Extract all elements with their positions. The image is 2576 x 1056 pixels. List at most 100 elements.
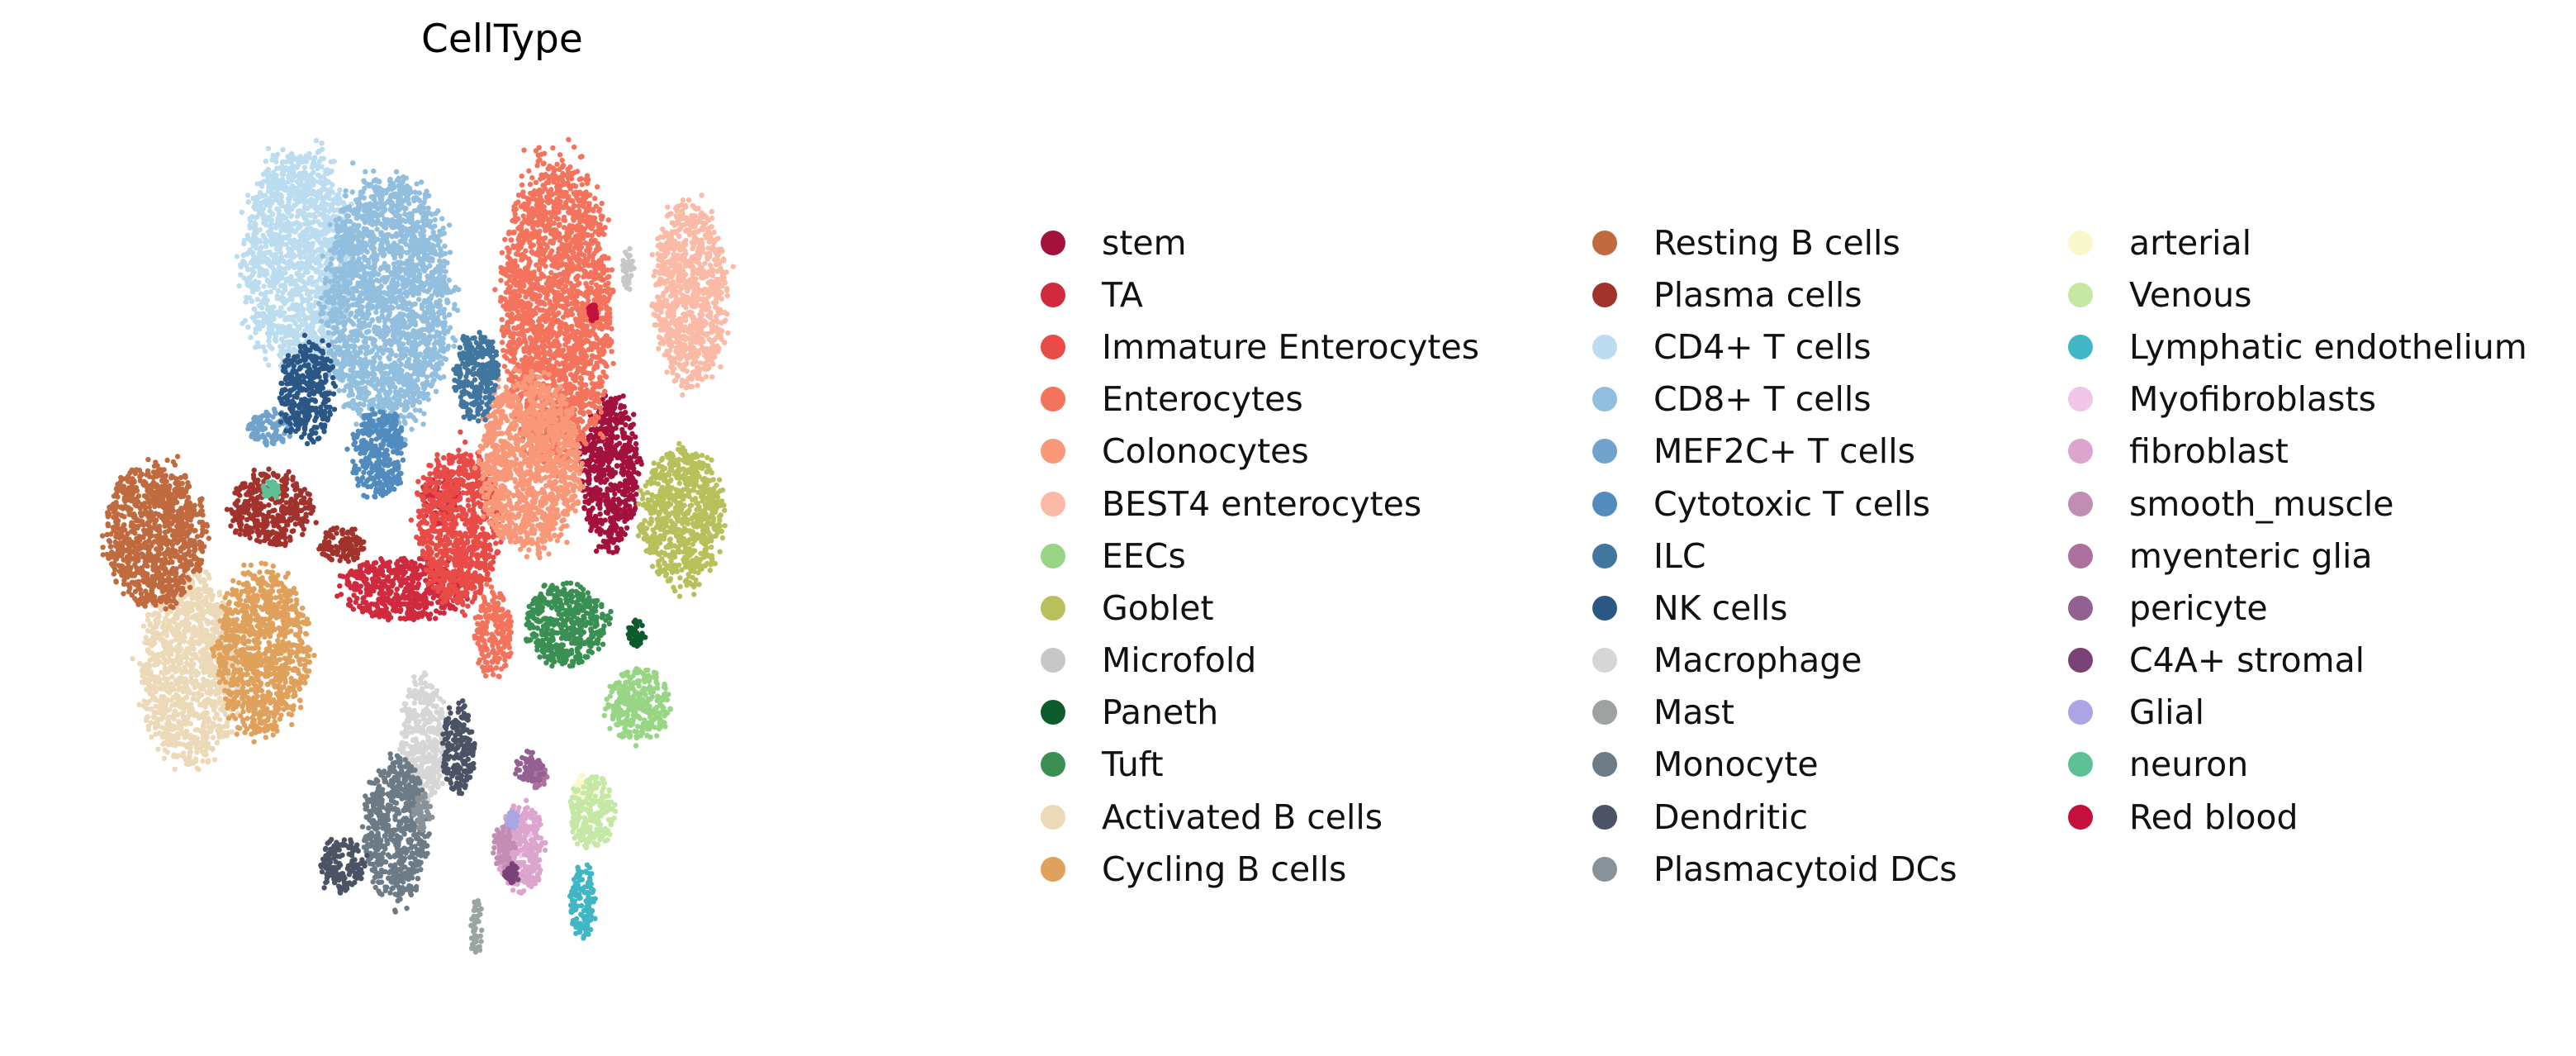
cell-point (586, 497, 592, 503)
cell-point (461, 456, 467, 462)
cell-point (545, 310, 551, 316)
cell-point (507, 358, 514, 364)
cell-point (353, 570, 359, 576)
cell-point (523, 275, 529, 282)
cell-point (519, 438, 525, 444)
cell-point (500, 331, 506, 336)
cell-point (519, 332, 525, 338)
cell-point (446, 585, 452, 591)
cell-point (500, 621, 506, 627)
cell-point (475, 621, 481, 626)
cell-point (481, 594, 486, 600)
cell-point (597, 221, 603, 228)
cell-point (623, 422, 629, 428)
cell-point (496, 645, 501, 651)
cell-point (525, 202, 531, 207)
cell-point (411, 591, 417, 597)
cell-point (613, 395, 619, 402)
cell-point (604, 492, 610, 498)
cell-point (566, 301, 572, 307)
cell-point (574, 449, 580, 454)
cell-point (488, 560, 494, 567)
cell-point (438, 469, 444, 475)
cell-point (520, 213, 526, 219)
cell-point (586, 253, 592, 259)
cell-point (599, 519, 605, 525)
cell-point (567, 171, 573, 178)
cell-point (607, 411, 613, 416)
cell-point (541, 330, 548, 335)
cell-point (367, 606, 372, 611)
cell-point (566, 269, 572, 275)
cell-point (605, 255, 611, 261)
cell-point (498, 294, 504, 301)
cell-point (636, 471, 642, 477)
cell-point (572, 373, 578, 379)
cell-point (540, 218, 546, 224)
cell-point (585, 231, 591, 238)
cell-point (536, 252, 542, 259)
cell-point (551, 274, 557, 281)
cell-point (628, 455, 633, 461)
cell-point (560, 193, 567, 199)
cell-point (471, 492, 477, 498)
cell-point (477, 614, 484, 621)
cell-point (533, 179, 539, 185)
cell-point (431, 573, 437, 579)
cell-point (506, 250, 512, 255)
cell-point (483, 647, 489, 653)
cell-point (599, 200, 605, 207)
cell-point (547, 217, 553, 223)
cell-point (536, 352, 542, 358)
cell-point (602, 282, 609, 288)
cell-point (535, 231, 542, 237)
cell-point (368, 568, 373, 573)
cell-point (568, 197, 574, 203)
cell-point (592, 196, 598, 202)
cell-point (337, 573, 344, 578)
cell-point (620, 393, 626, 399)
cell-point (482, 601, 487, 607)
cell-point (425, 476, 430, 483)
cell-point (600, 336, 607, 342)
cell-point (507, 614, 513, 620)
cell-point (420, 548, 426, 554)
cell-point (449, 502, 456, 508)
cell-point (463, 521, 469, 527)
cell-point (628, 510, 633, 516)
cell-point (421, 592, 427, 597)
cell-point (576, 203, 581, 209)
cell-point (426, 616, 433, 621)
cell-point (581, 252, 587, 259)
cell-point (562, 374, 568, 381)
cell-point (370, 583, 377, 588)
cell-point (461, 554, 467, 560)
cell-point (506, 263, 512, 269)
cell-point (477, 519, 483, 526)
cell-point (600, 392, 606, 397)
cell-point (637, 455, 643, 462)
cell-point (429, 498, 436, 505)
cell-point (425, 581, 431, 587)
cell-point (349, 568, 354, 574)
cell-point (567, 354, 573, 361)
cell-point (581, 329, 588, 335)
cell-point (450, 513, 456, 520)
cell-point (587, 417, 593, 423)
cell-point (451, 583, 458, 589)
cell-point (557, 188, 562, 193)
cell-point (574, 343, 581, 349)
cell-point (510, 339, 516, 345)
cell-point (546, 362, 552, 368)
cell-point (537, 157, 543, 163)
cell-point (511, 266, 518, 272)
cell-point (459, 516, 465, 522)
cell-point (565, 248, 571, 254)
cell-point (610, 503, 616, 509)
cell-point (562, 361, 568, 367)
cell-point (511, 245, 517, 250)
cell-point (494, 550, 500, 556)
cell-point (559, 157, 565, 164)
cell-point (499, 630, 505, 637)
cell-point (546, 278, 552, 284)
